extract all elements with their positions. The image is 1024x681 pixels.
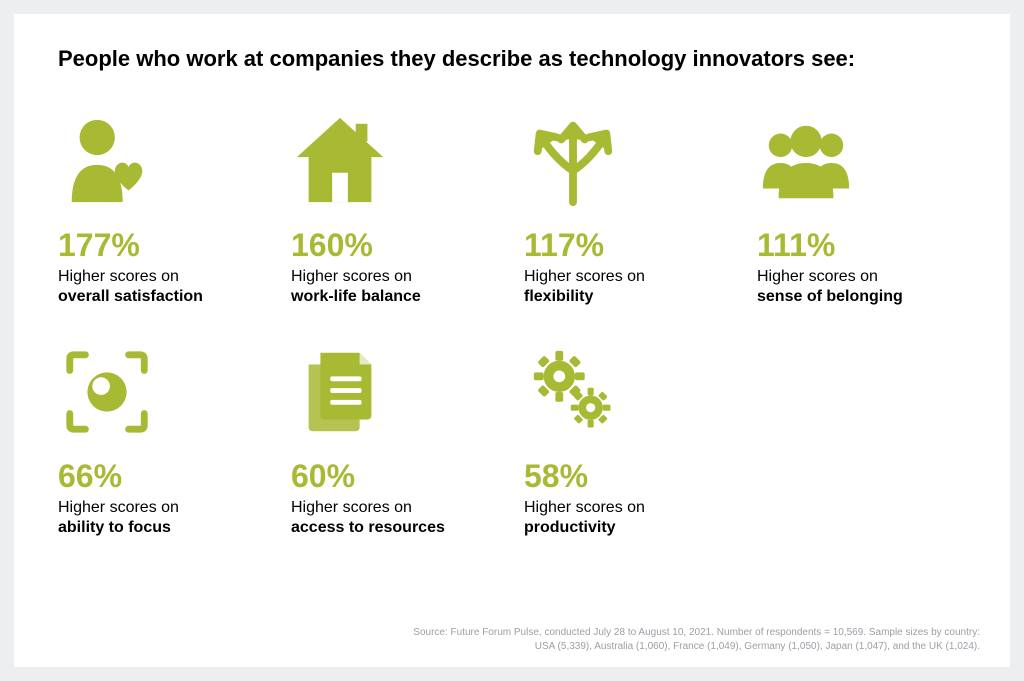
- stat-lead: Higher scores on: [291, 267, 492, 287]
- stat-emph: productivity: [524, 518, 725, 538]
- stat-percent: 177%: [58, 228, 259, 263]
- gears-icon: [524, 341, 725, 441]
- stat-ability-to-focus: 66% Higher scores on ability to focus: [58, 341, 259, 538]
- infographic-title: People who work at companies they descri…: [58, 46, 966, 72]
- stat-percent: 58%: [524, 459, 725, 494]
- stat-emph: work-life balance: [291, 287, 492, 307]
- arrows-split-icon: [524, 110, 725, 210]
- stat-lead: Higher scores on: [291, 498, 492, 518]
- stat-percent: 160%: [291, 228, 492, 263]
- stat-lead: Higher scores on: [58, 498, 259, 518]
- stat-sense-of-belonging: 111% Higher scores on sense of belonging: [757, 110, 958, 307]
- infographic-card: People who work at companies they descri…: [14, 14, 1010, 667]
- stat-productivity: 58% Higher scores on productivity: [524, 341, 725, 538]
- documents-icon: [291, 341, 492, 441]
- footnote-line: Source: Future Forum Pulse, conducted Ju…: [413, 626, 980, 640]
- stat-work-life-balance: 160% Higher scores on work-life balance: [291, 110, 492, 307]
- source-footnote: Source: Future Forum Pulse, conducted Ju…: [413, 626, 980, 653]
- people-group-icon: [757, 110, 958, 210]
- stat-emph: flexibility: [524, 287, 725, 307]
- stat-emph: ability to focus: [58, 518, 259, 538]
- stat-emph: access to resources: [291, 518, 492, 538]
- stat-overall-satisfaction: 177% Higher scores on overall satisfacti…: [58, 110, 259, 307]
- stat-flexibility: 117% Higher scores on flexibility: [524, 110, 725, 307]
- stat-lead: Higher scores on: [524, 498, 725, 518]
- stat-lead: Higher scores on: [58, 267, 259, 287]
- stat-percent: 117%: [524, 228, 725, 263]
- person-heart-icon: [58, 110, 259, 210]
- footnote-line: USA (5,339), Australia (1,060), France (…: [413, 640, 980, 654]
- stat-access-to-resources: 60% Higher scores on access to resources: [291, 341, 492, 538]
- stat-emph: overall satisfaction: [58, 287, 259, 307]
- stat-lead: Higher scores on: [524, 267, 725, 287]
- focus-eye-icon: [58, 341, 259, 441]
- stat-percent: 111%: [757, 228, 958, 263]
- stats-grid: 177% Higher scores on overall satisfacti…: [58, 110, 966, 538]
- stat-emph: sense of belonging: [757, 287, 958, 307]
- house-icon: [291, 110, 492, 210]
- stat-percent: 66%: [58, 459, 259, 494]
- stat-percent: 60%: [291, 459, 492, 494]
- stat-lead: Higher scores on: [757, 267, 958, 287]
